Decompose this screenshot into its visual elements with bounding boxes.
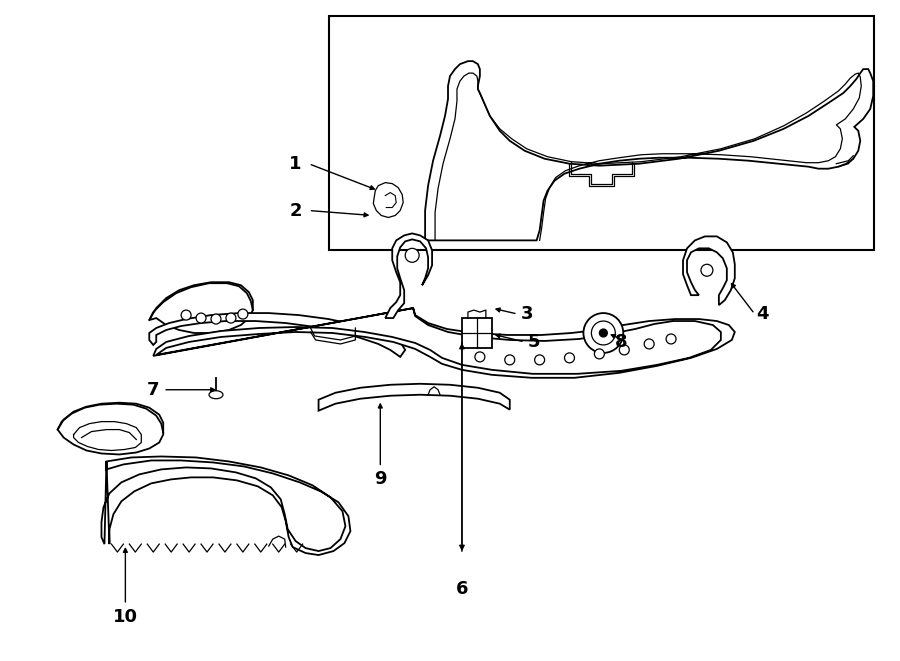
Text: 8: 8 — [615, 333, 627, 351]
Circle shape — [599, 329, 608, 337]
Circle shape — [211, 314, 221, 324]
Circle shape — [666, 334, 676, 344]
Circle shape — [535, 355, 544, 365]
Polygon shape — [683, 237, 734, 305]
Circle shape — [238, 309, 248, 319]
Circle shape — [405, 249, 419, 262]
Text: 1: 1 — [290, 155, 302, 173]
Polygon shape — [462, 318, 491, 348]
Circle shape — [505, 355, 515, 365]
Polygon shape — [153, 308, 734, 378]
Circle shape — [475, 352, 485, 362]
Circle shape — [701, 264, 713, 276]
Bar — [328, 17, 874, 251]
Text: 4: 4 — [756, 305, 769, 323]
Text: 9: 9 — [374, 471, 386, 488]
Polygon shape — [149, 282, 253, 333]
Text: 5: 5 — [527, 333, 540, 351]
Text: 7: 7 — [147, 381, 159, 399]
Polygon shape — [149, 313, 405, 357]
Circle shape — [644, 339, 654, 349]
Circle shape — [226, 313, 236, 323]
Ellipse shape — [209, 391, 223, 399]
Polygon shape — [102, 457, 350, 555]
Circle shape — [181, 310, 191, 320]
Circle shape — [594, 349, 604, 359]
Circle shape — [196, 313, 206, 323]
Polygon shape — [385, 233, 432, 318]
Circle shape — [591, 321, 616, 345]
Text: 2: 2 — [290, 202, 302, 219]
Text: 10: 10 — [112, 608, 138, 626]
Text: 3: 3 — [520, 305, 533, 323]
Circle shape — [583, 313, 624, 353]
Polygon shape — [374, 182, 403, 217]
Circle shape — [564, 353, 574, 363]
Text: 6: 6 — [455, 580, 468, 598]
Polygon shape — [425, 61, 873, 241]
Circle shape — [619, 345, 629, 355]
Polygon shape — [58, 403, 163, 455]
Polygon shape — [319, 384, 509, 410]
